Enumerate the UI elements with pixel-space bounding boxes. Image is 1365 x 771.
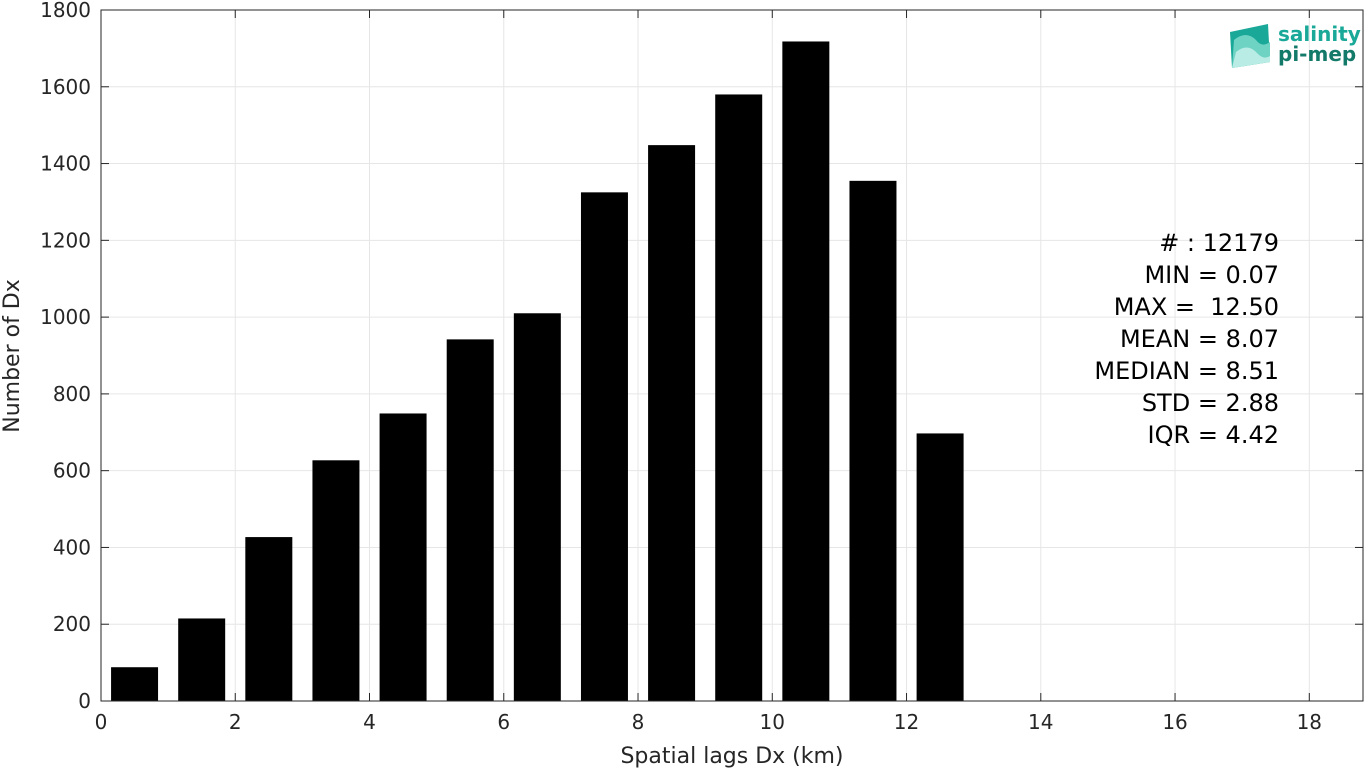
- x-tick-label: 14: [1028, 710, 1053, 734]
- histogram-bar: [648, 145, 696, 701]
- salinity-pimep-logo: salinity pi-mep: [1230, 22, 1361, 68]
- logo-text-salinity: salinity: [1278, 22, 1361, 46]
- histogram-bar: [111, 667, 159, 701]
- y-tick-label: 1000: [40, 305, 91, 329]
- histogram-bar: [580, 192, 628, 701]
- stat-line: STD = 2.88: [1142, 389, 1279, 417]
- y-tick-label: 800: [53, 382, 91, 406]
- histogram-bar: [446, 339, 494, 701]
- x-axis-label: Spatial lags Dx (km): [620, 744, 843, 769]
- histogram-bar: [379, 413, 427, 701]
- plot-frame: [100, 9, 1364, 702]
- histogram-bar: [715, 94, 763, 701]
- histogram-bar: [312, 460, 360, 701]
- x-tick-label: 16: [1162, 710, 1187, 734]
- x-tick-label: 18: [1297, 710, 1322, 734]
- y-tick-label: 1400: [40, 152, 91, 176]
- stat-line: MAX = 12.50: [1114, 293, 1279, 321]
- stat-line: MEDIAN = 8.51: [1094, 357, 1279, 385]
- stat-line: MIN = 0.07: [1144, 261, 1279, 289]
- stats-box: # : 12179 MIN = 0.07 MAX = 12.50 MEAN = 8.0…: [1094, 229, 1279, 449]
- y-tick-label: 0: [78, 689, 91, 713]
- y-tick-label: 200: [53, 612, 91, 636]
- histogram-bar: [916, 433, 964, 701]
- y-tick-label: 600: [53, 459, 91, 483]
- axis-ticks: 0 2 4 6 8 10 12 14 16 18 0 200 400 600 800 1000 1200 1400…: [40, 0, 1363, 734]
- bars: [111, 41, 964, 702]
- x-tick-label: 10: [760, 710, 785, 734]
- stat-line: # : 12179: [1159, 229, 1279, 257]
- x-tick-label: 6: [497, 710, 510, 734]
- x-tick-label: 2: [229, 710, 242, 734]
- logo-text-pimep: pi-mep: [1278, 42, 1356, 66]
- x-tick-label: 4: [363, 710, 376, 734]
- y-tick-label: 1600: [40, 75, 91, 99]
- stat-line: IQR = 4.42: [1148, 421, 1279, 449]
- x-tick-label: 12: [894, 710, 919, 734]
- y-tick-label: 1800: [40, 0, 91, 22]
- histogram-bar: [245, 537, 293, 701]
- y-axis-label: Number of Dx: [0, 279, 25, 433]
- histogram-bar: [849, 180, 897, 701]
- histogram-bar: [782, 41, 830, 702]
- histogram-bar: [513, 313, 561, 701]
- x-tick-label: 0: [95, 710, 108, 734]
- x-tick-label: 8: [632, 710, 645, 734]
- stat-line: MEAN = 8.07: [1120, 325, 1279, 353]
- y-tick-label: 1200: [40, 228, 91, 252]
- logo-wave-icon: [1230, 24, 1270, 68]
- histogram-bar: [178, 618, 226, 701]
- y-tick-label: 400: [53, 535, 91, 559]
